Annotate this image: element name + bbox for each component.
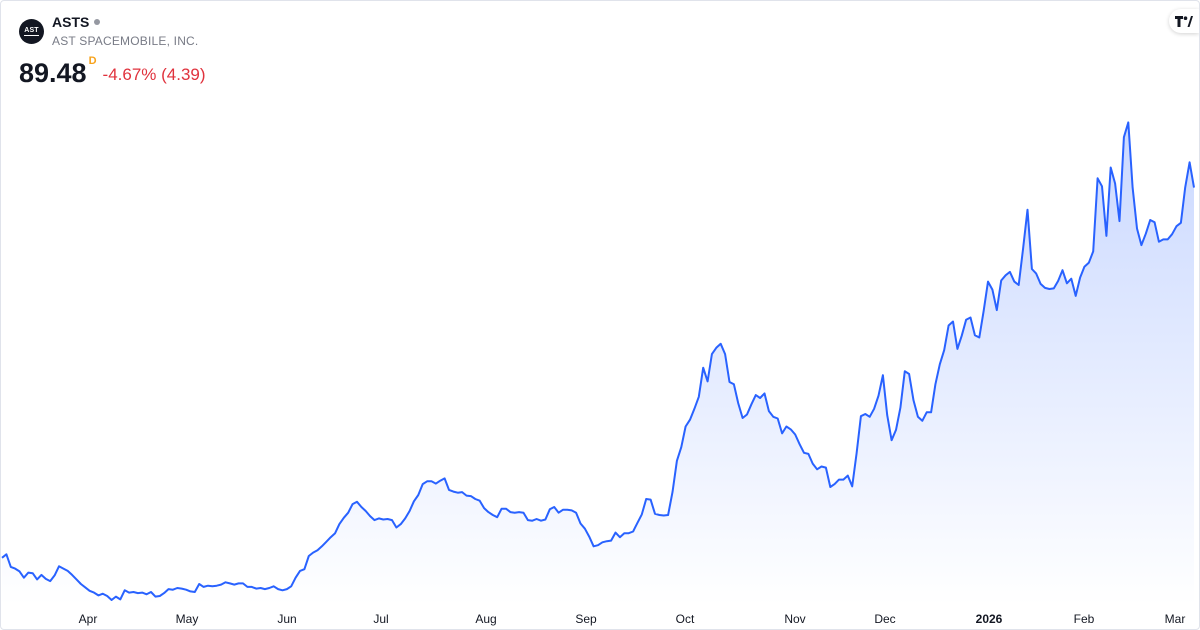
- price-unit-badge: D: [88, 55, 97, 67]
- market-status-dot-icon: [94, 19, 101, 25]
- company-logo-text: AST: [24, 27, 39, 36]
- x-tick-label: Jul: [373, 612, 388, 626]
- price-line: [1, 121, 1195, 601]
- company-name: AST SPACEMOBILE, INC.: [52, 34, 199, 48]
- price-row: 89.48 D -4.67% (4.39): [19, 55, 206, 89]
- tradingview-logo-icon[interactable]: [1169, 9, 1199, 33]
- company-logo: AST: [19, 19, 44, 44]
- x-tick-label: Feb: [1074, 612, 1095, 626]
- x-tick-label: Mar: [1165, 612, 1186, 626]
- price-change: -4.67% (4.39): [102, 65, 206, 84]
- x-tick-label: Sep: [575, 612, 597, 626]
- ticker-row: ASTS: [52, 14, 101, 32]
- x-tick-label: Apr: [79, 612, 98, 626]
- x-tick-label: Aug: [475, 612, 496, 626]
- x-tick-label: Oct: [676, 612, 695, 626]
- ticker-symbol[interactable]: ASTS: [52, 14, 90, 30]
- price-area-fill: [2, 122, 1194, 606]
- x-tick-label: Dec: [874, 612, 895, 626]
- last-price: 89.48: [19, 58, 87, 88]
- x-tick-label: Jun: [277, 612, 296, 626]
- x-tick-label: Nov: [784, 612, 805, 626]
- x-axis: Apr May Jun Jul Aug Sep Oct Nov Dec 2026 Feb Mar: [79, 612, 1186, 626]
- x-tick-label: May: [176, 612, 199, 626]
- x-tick-label: 2026: [976, 612, 1003, 626]
